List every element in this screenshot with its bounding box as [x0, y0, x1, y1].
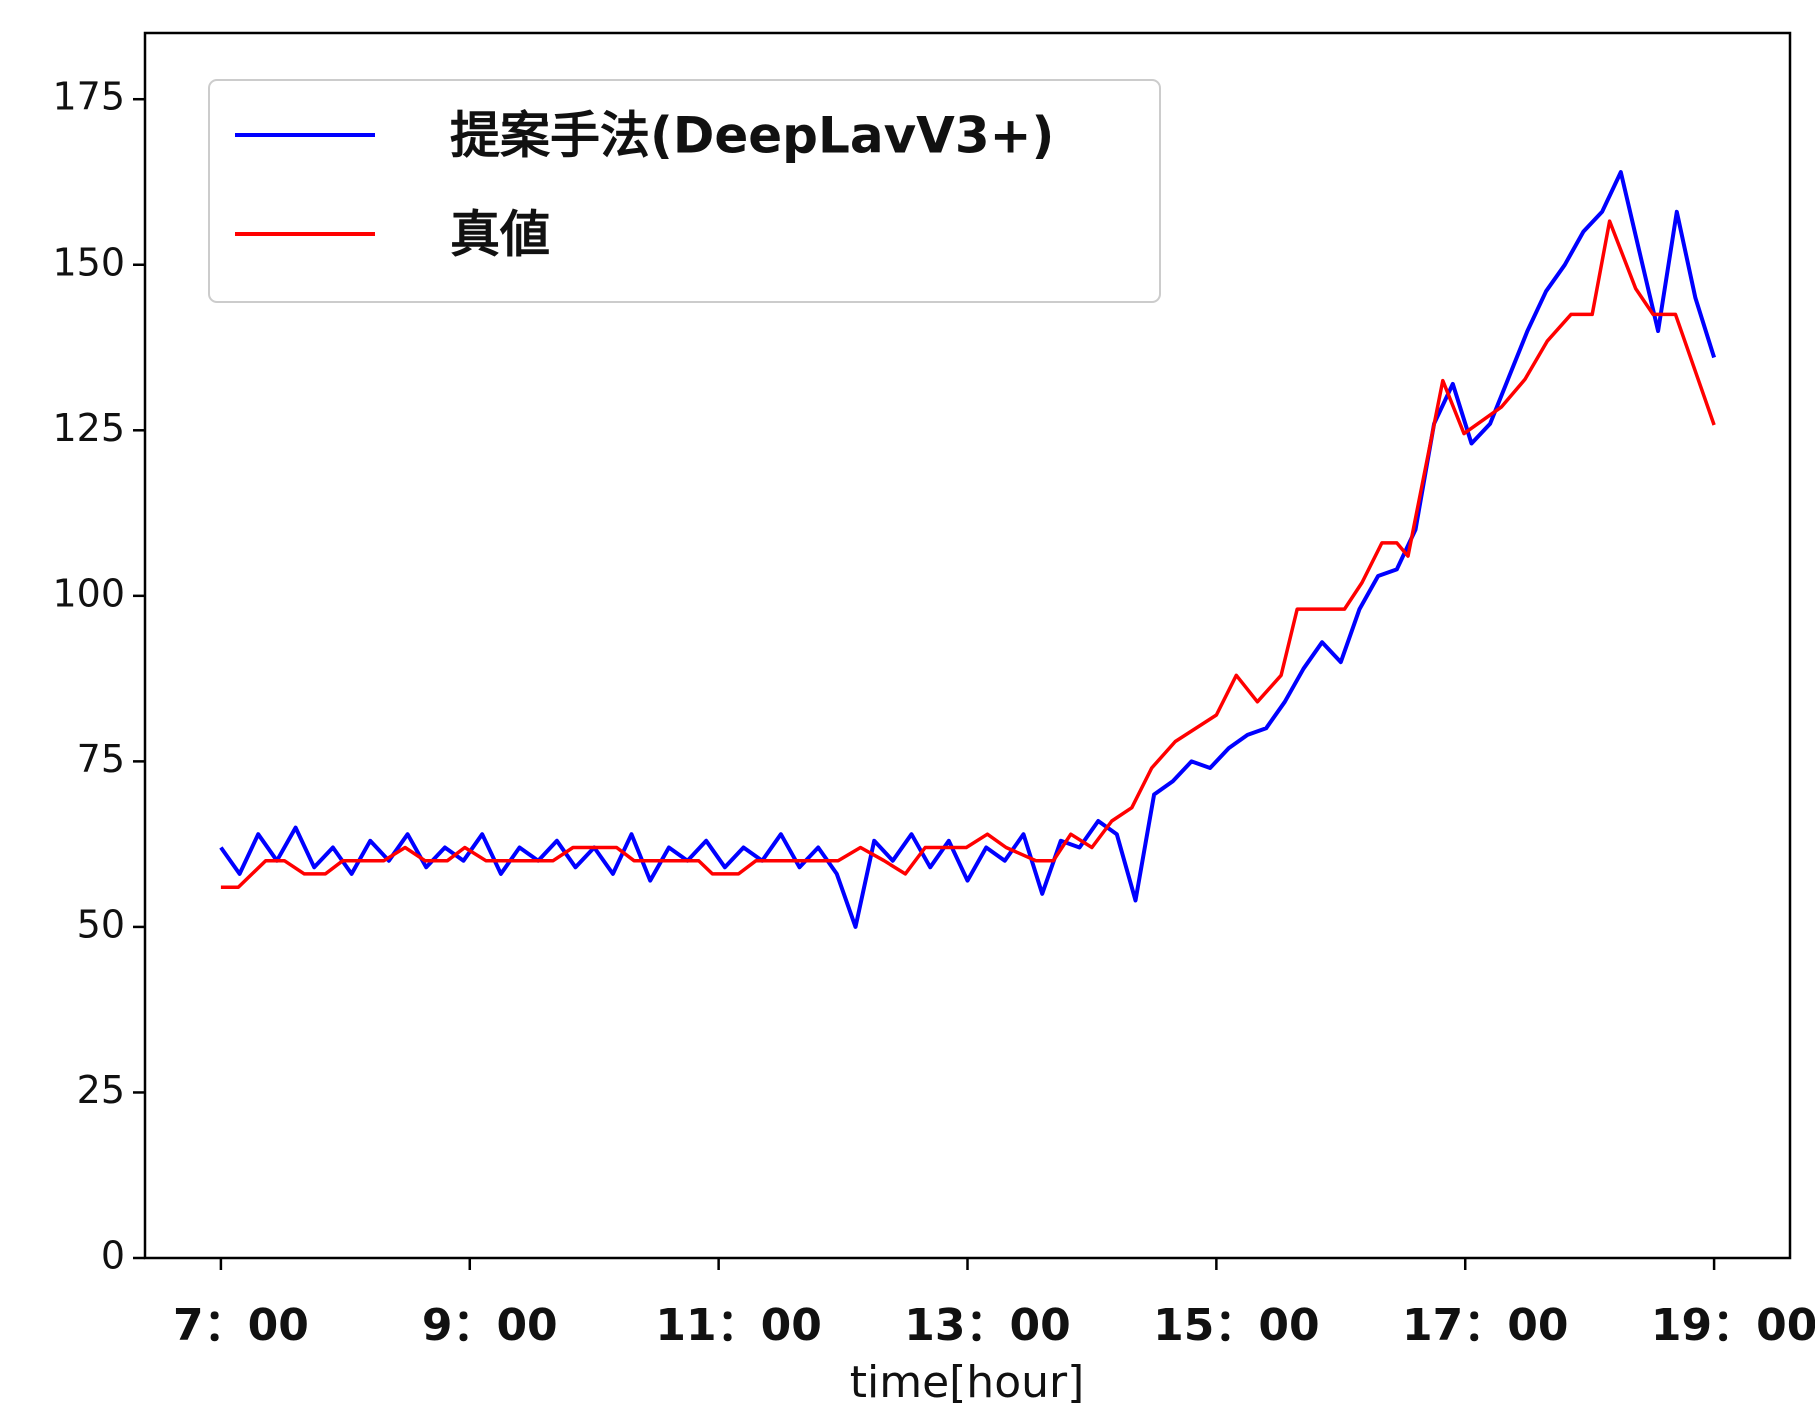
x-tick-label: 7：00 — [173, 1300, 309, 1351]
x-tick-label: 17：00 — [1402, 1300, 1568, 1351]
y-tick-label: 150 — [52, 240, 125, 284]
x-tick-label: 13：00 — [904, 1300, 1070, 1351]
y-tick-label: 175 — [52, 75, 125, 119]
legend-label: 真値 — [450, 206, 550, 264]
y-tick-label: 125 — [52, 406, 125, 450]
x-tick-label: 15：00 — [1153, 1300, 1319, 1351]
y-tick-label: 75 — [77, 737, 125, 781]
x-axis-label: time[hour] — [850, 1357, 1085, 1408]
y-tick-label: 25 — [77, 1068, 125, 1112]
legend-label: 提案手法(DeepLavV3+) — [450, 107, 1054, 165]
y-tick-label: 0 — [101, 1234, 125, 1278]
x-tick-label: 19：00 — [1651, 1300, 1815, 1351]
series-line — [220, 219, 1716, 889]
x-tick-label: 9：00 — [422, 1300, 558, 1351]
legend-box — [208, 79, 1161, 303]
y-tick-label: 50 — [77, 902, 125, 946]
x-tick-label: 11：00 — [655, 1300, 821, 1351]
y-tick-label: 100 — [52, 571, 125, 615]
